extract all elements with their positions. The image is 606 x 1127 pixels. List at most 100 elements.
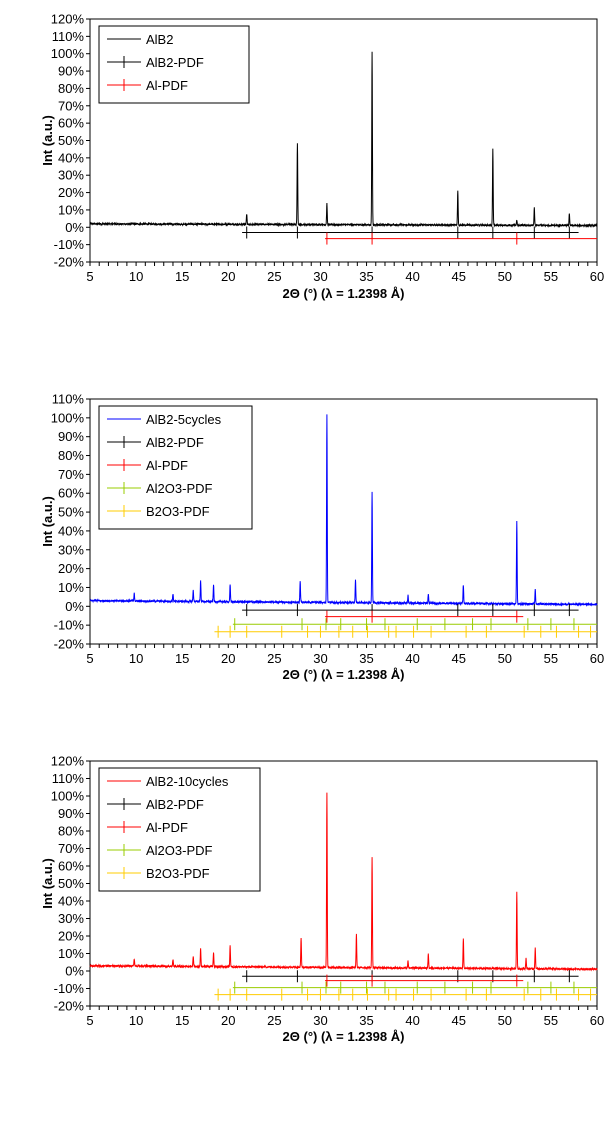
y-tick-label: 60% — [58, 859, 84, 874]
legend-label: AlB2 — [146, 32, 173, 47]
x-tick-label: 15 — [175, 651, 189, 666]
x-tick-label: 15 — [175, 1013, 189, 1028]
x-tick-label: 45 — [451, 269, 465, 284]
y-tick-label: 60% — [58, 486, 84, 501]
legend-item: Al-PDF — [107, 78, 188, 93]
y-tick-label: 70% — [58, 841, 84, 856]
y-tick-label: 20% — [58, 561, 84, 576]
y-tick-label: 10% — [58, 202, 84, 217]
legend-label: Al-PDF — [146, 78, 188, 93]
y-tick-label: 10% — [58, 580, 84, 595]
y-tick-label: 50% — [58, 505, 84, 520]
legend-item: B2O3-PDF — [107, 866, 210, 881]
legend-item: AlB2 — [107, 32, 173, 47]
x-axis-title: 2Θ (°) (λ = 1.2398 Å) — [283, 286, 405, 301]
x-tick-label: 10 — [129, 269, 143, 284]
reference-series-AlB2-PDF — [242, 970, 579, 983]
y-tick-label: 110% — [52, 771, 85, 786]
chart-panel-2: -20% -10% 0% 10% 20% 30% 40% 50% 60% 70% 80% 90% 100… — [40, 392, 604, 683]
x-tick-label: 55 — [544, 269, 558, 284]
legend-label: Al2O3-PDF — [146, 843, 213, 858]
x-tick-label: 55 — [544, 651, 558, 666]
x-tick-label: 60 — [590, 269, 604, 284]
y-tick-label: 40% — [58, 523, 84, 538]
y-tick-label: 30% — [58, 168, 84, 183]
legend-item: AlB2-PDF — [107, 435, 204, 450]
y-tick-label: 120% — [51, 12, 85, 27]
x-tick-label: 45 — [451, 1013, 465, 1028]
y-tick-label: 100% — [51, 46, 85, 61]
x-tick-label: 60 — [590, 651, 604, 666]
legend-item: Al-PDF — [107, 458, 188, 473]
pattern-line-AlB2 — [89, 51, 598, 229]
x-tick-label: 30 — [313, 269, 327, 284]
legend-item: Al-PDF — [107, 820, 188, 835]
y-tick-label: -10% — [54, 618, 85, 633]
x-tick-label: 35 — [359, 269, 373, 284]
reference-series-Al2O3-PDF — [232, 981, 597, 994]
y-tick-label: -20% — [54, 999, 85, 1014]
legend-item: AlB2-5cycles — [107, 412, 222, 427]
x-tick-label: 5 — [86, 1013, 93, 1028]
x-tick-label: 30 — [313, 651, 327, 666]
x-tick-label: 10 — [129, 651, 143, 666]
y-tick-label: 100% — [51, 789, 85, 804]
legend-box — [98, 767, 261, 892]
legend: AlB2-10cycles AlB2-PDF Al-PDF Al2O3-PDF B2O3… — [98, 767, 261, 892]
legend: AlB2 AlB2-PDF Al-PDF — [98, 25, 250, 104]
y-tick-label: 50% — [58, 876, 84, 891]
legend-item: AlB2-PDF — [107, 55, 204, 70]
y-axis-title: Int (a.u.) — [40, 858, 55, 909]
x-tick-label: 40 — [405, 1013, 419, 1028]
legend-label: AlB2-PDF — [146, 797, 204, 812]
legend-label: AlB2-PDF — [146, 55, 204, 70]
legend-label: AlB2-PDF — [146, 435, 204, 450]
y-tick-label: 80% — [58, 824, 84, 839]
y-tick-label: 60% — [58, 116, 84, 131]
x-tick-label: 25 — [267, 1013, 281, 1028]
x-tick-label: 55 — [544, 1013, 558, 1028]
x-tick-label: 20 — [221, 651, 235, 666]
reference-series-Al-PDF — [325, 232, 597, 245]
legend-label: Al2O3-PDF — [146, 481, 213, 496]
x-tick-label: 5 — [86, 651, 93, 666]
y-tick-label: 80% — [58, 448, 84, 463]
x-axis-title: 2Θ (°) (λ = 1.2398 Å) — [283, 1029, 405, 1044]
y-tick-label: 70% — [58, 467, 84, 482]
reference-series-Al-PDF — [325, 610, 524, 623]
y-tick-label: -10% — [54, 237, 85, 252]
y-tick-label: 0% — [65, 220, 84, 235]
y-tick-label: 40% — [58, 150, 84, 165]
x-tick-label: 60 — [590, 1013, 604, 1028]
y-axis-title: Int (a.u.) — [40, 115, 55, 166]
x-tick-label: 40 — [405, 651, 419, 666]
legend-label: AlB2-5cycles — [146, 412, 222, 427]
reference-series-B2O3-PDF — [214, 625, 597, 638]
pattern-line-AlB2-10cycles — [89, 792, 598, 972]
legend-item: Al2O3-PDF — [107, 843, 213, 858]
y-tick-label: 10% — [58, 946, 84, 961]
legend-label: AlB2-10cycles — [146, 774, 229, 789]
x-tick-label: 15 — [175, 269, 189, 284]
reference-series-B2O3-PDF — [214, 988, 597, 1001]
x-tick-label: 25 — [267, 269, 281, 284]
x-tick-label: 50 — [498, 269, 512, 284]
x-tick-label: 25 — [267, 651, 281, 666]
y-tick-label: 90% — [58, 806, 84, 821]
y-tick-label: 90% — [58, 64, 84, 79]
y-tick-label: 90% — [58, 429, 84, 444]
legend-label: B2O3-PDF — [146, 866, 210, 881]
legend-item: AlB2-10cycles — [107, 774, 229, 789]
chart-panel-3: -20% -10% 0% 10% 20% 30% 40% 50% 60% 70% 80% 90% 100… — [40, 754, 604, 1045]
x-tick-label: 40 — [405, 269, 419, 284]
x-tick-label: 50 — [498, 1013, 512, 1028]
y-tick-label: 100% — [51, 410, 85, 425]
x-tick-label: 45 — [451, 651, 465, 666]
x-tick-label: 35 — [359, 1013, 373, 1028]
y-tick-label: -10% — [54, 981, 85, 996]
legend-label: Al-PDF — [146, 820, 188, 835]
x-tick-label: 35 — [359, 651, 373, 666]
y-tick-label: 110% — [52, 392, 85, 407]
y-tick-label: 40% — [58, 894, 84, 909]
